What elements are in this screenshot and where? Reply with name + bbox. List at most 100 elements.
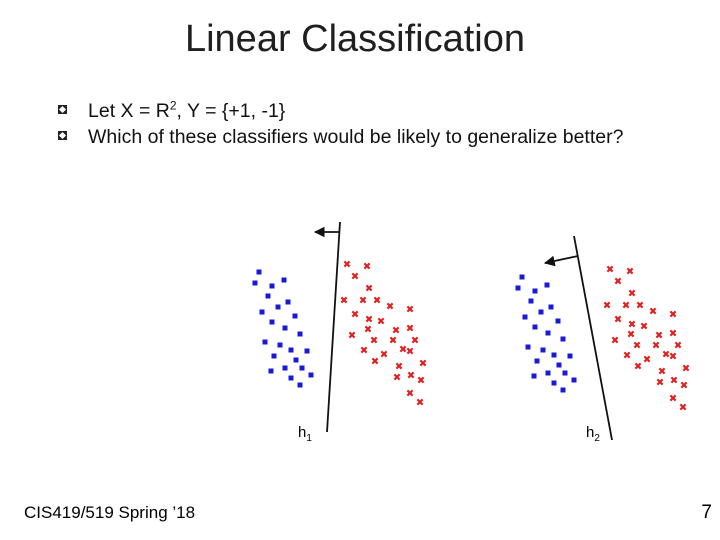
cross-stroke [406, 324, 414, 332]
negative-point-icon [292, 313, 298, 319]
cross-stroke [643, 355, 651, 363]
cross-stroke [348, 331, 356, 339]
negative-point-icon [297, 382, 303, 388]
cross-stroke [656, 378, 664, 386]
positive-point-icon [611, 336, 619, 344]
positive-point-icon [606, 265, 614, 273]
cross-stroke [351, 310, 359, 318]
positive-point-icon [419, 359, 427, 367]
positive-point-icon [416, 398, 424, 406]
cross-stroke [628, 289, 636, 297]
negative-point-icon [560, 387, 566, 393]
negative-point-icon [544, 282, 550, 288]
negative-point-icon [265, 293, 271, 299]
negative-point-icon [534, 358, 540, 364]
positive-point-icon [669, 310, 677, 318]
negative-point-icon [252, 280, 258, 286]
cross-stroke [364, 325, 372, 333]
square-bullet-icon [58, 105, 67, 114]
negative-point-icon [275, 304, 281, 310]
bullet-text: Which of these classifiers would be like… [88, 126, 624, 148]
positive-point-icon [662, 350, 670, 358]
cross-stroke [373, 296, 381, 304]
negative-point-icon [285, 299, 291, 305]
cross-stroke [655, 331, 663, 339]
cross-stroke [679, 403, 687, 411]
positive-point-icon [417, 376, 425, 384]
cross-stroke [365, 284, 373, 292]
negative-point-icon [308, 372, 314, 378]
cross-stroke [359, 296, 367, 304]
cross-stroke [340, 296, 348, 304]
positive-point-icon [655, 331, 663, 339]
positive-point-icon [351, 272, 359, 280]
negative-point-icon [532, 288, 538, 294]
cross-stroke [377, 317, 385, 325]
cross-stroke [626, 267, 634, 275]
cross-stroke [603, 301, 611, 309]
cross-stroke [371, 357, 379, 365]
cross-stroke [623, 351, 631, 359]
negative-point-icon [271, 353, 277, 359]
negative-point-icon [560, 336, 566, 342]
negative-point-icon [540, 347, 546, 353]
positive-point-icon [399, 345, 407, 353]
positive-point-icon [656, 378, 664, 386]
positive-point-icon [669, 352, 677, 360]
positive-point-icon [365, 284, 373, 292]
page-number: 7 [701, 502, 712, 523]
negative-point-icon [551, 352, 557, 358]
cross-stroke [407, 371, 415, 379]
negative-point-icon [277, 342, 283, 348]
cross-stroke [386, 302, 394, 310]
cross-stroke [370, 336, 378, 344]
positive-point-icon [674, 341, 682, 349]
positive-point-icon [340, 296, 348, 304]
cross-stroke [662, 350, 670, 358]
cross-stroke [419, 359, 427, 367]
positive-point-icon [652, 341, 660, 349]
cross-stroke [606, 265, 614, 273]
cross-stroke [389, 336, 397, 344]
positive-point-icon [377, 317, 385, 325]
negative-point-icon [567, 353, 573, 359]
cross-stroke [628, 320, 636, 328]
negative-point-icon [288, 375, 294, 381]
positive-point-icon [363, 262, 371, 270]
cross-stroke [669, 352, 677, 360]
positive-point-icon [628, 320, 636, 328]
positive-point-icon [359, 296, 367, 304]
positive-point-icon [603, 301, 611, 309]
positive-point-icon [348, 331, 356, 339]
negative-point-icon [562, 370, 568, 376]
cross-stroke [395, 362, 403, 370]
positive-point-icon [343, 260, 351, 268]
cross-stroke [392, 326, 400, 334]
bullet-list: Let X = R2, Y = {+1, -1} Which of these … [58, 98, 678, 150]
cross-stroke [416, 398, 424, 406]
course-footer: CIS419/519 Spring ’18 [24, 503, 196, 522]
negative-point-icon [256, 269, 262, 275]
cross-stroke [393, 373, 401, 381]
negative-point-icon [262, 339, 268, 345]
negative-point-icon [515, 285, 521, 291]
positive-point-icon [395, 362, 403, 370]
negative-point-icon [282, 325, 288, 331]
square-bullet-icon [58, 131, 67, 140]
cross-stroke [633, 341, 641, 349]
negative-point-icon [268, 368, 274, 374]
positive-point-icon [371, 357, 379, 365]
negative-point-icon [288, 347, 294, 353]
positive-point-icon [634, 362, 642, 370]
positive-point-icon [614, 277, 622, 285]
negative-point-icon [299, 365, 305, 371]
positive-point-icon [365, 315, 373, 323]
normal-arrow-icon [543, 255, 579, 267]
cross-stroke [343, 260, 351, 268]
negative-point-icon [556, 362, 562, 368]
cross-stroke [669, 310, 677, 318]
cross-stroke [682, 364, 690, 372]
bullet-text-prefix: Let X = R [88, 100, 170, 122]
negative-point-icon [297, 331, 303, 337]
